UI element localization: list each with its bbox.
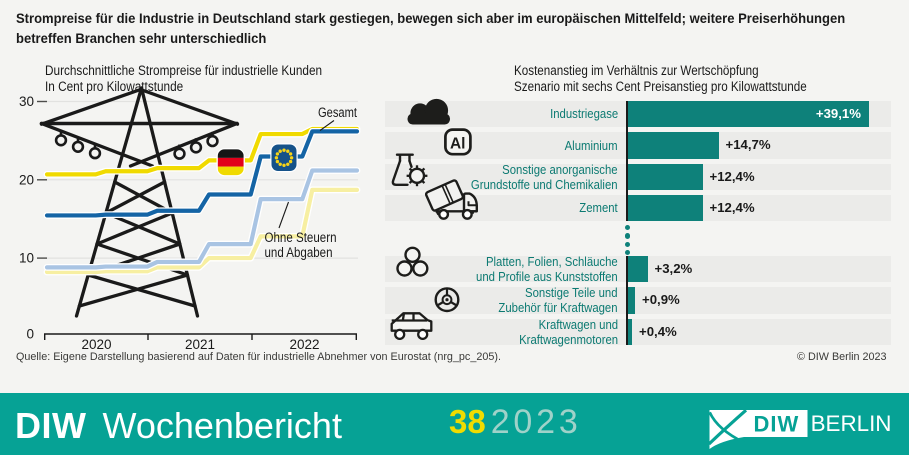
svg-text:und Abgaben: und Abgaben (265, 245, 333, 260)
svg-text:2022: 2022 (289, 337, 319, 352)
svg-text:BERLIN: BERLIN (811, 411, 892, 436)
svg-text:DIW: DIW (754, 412, 800, 437)
svg-text:20: 20 (19, 172, 34, 187)
svg-text:2020: 2020 (81, 337, 111, 352)
svg-text:2021: 2021 (185, 337, 215, 352)
svg-text:Ohne Steuern: Ohne Steuern (265, 230, 337, 245)
svg-text:Al: Al (450, 135, 466, 152)
svg-text:Gesamt: Gesamt (318, 105, 357, 120)
svg-text:0: 0 (26, 327, 34, 342)
svg-text:10: 10 (19, 251, 34, 266)
svg-text:30: 30 (19, 94, 34, 109)
